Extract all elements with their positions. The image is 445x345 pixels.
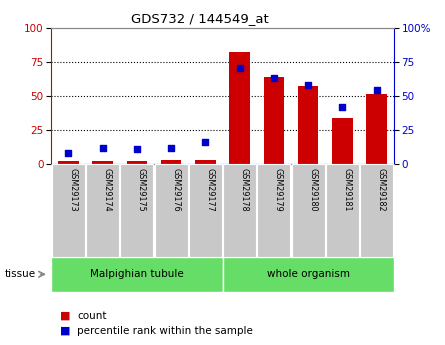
Bar xyxy=(161,160,182,164)
Bar xyxy=(366,95,387,164)
Text: ■: ■ xyxy=(60,326,71,335)
FancyBboxPatch shape xyxy=(258,164,290,257)
Bar xyxy=(195,160,216,164)
FancyBboxPatch shape xyxy=(52,164,85,257)
Bar xyxy=(229,52,250,164)
FancyBboxPatch shape xyxy=(223,164,256,257)
Point xyxy=(236,66,243,71)
Text: GSM29178: GSM29178 xyxy=(239,168,249,211)
FancyBboxPatch shape xyxy=(222,257,394,292)
Bar xyxy=(126,161,147,164)
Point xyxy=(339,104,346,109)
Point xyxy=(373,88,380,93)
FancyBboxPatch shape xyxy=(121,164,153,257)
FancyBboxPatch shape xyxy=(292,164,324,257)
Bar xyxy=(263,77,284,164)
Text: GSM29179: GSM29179 xyxy=(274,168,283,211)
FancyBboxPatch shape xyxy=(189,164,222,257)
FancyBboxPatch shape xyxy=(86,164,119,257)
FancyBboxPatch shape xyxy=(326,164,359,257)
Point xyxy=(99,145,106,150)
Text: tissue: tissue xyxy=(4,269,36,279)
Text: GSM29174: GSM29174 xyxy=(103,168,112,211)
Text: count: count xyxy=(77,311,106,321)
Text: GSM29175: GSM29175 xyxy=(137,168,146,211)
Point xyxy=(134,146,141,152)
Text: GSM29177: GSM29177 xyxy=(206,168,214,211)
Text: GSM29180: GSM29180 xyxy=(308,168,317,211)
FancyBboxPatch shape xyxy=(360,164,393,257)
FancyBboxPatch shape xyxy=(51,257,223,292)
Text: percentile rank within the sample: percentile rank within the sample xyxy=(77,326,253,335)
Text: Malpighian tubule: Malpighian tubule xyxy=(90,269,184,279)
Point xyxy=(202,139,209,145)
Text: GSM29173: GSM29173 xyxy=(69,168,77,211)
Point xyxy=(305,82,312,88)
Point xyxy=(168,145,175,150)
Bar xyxy=(92,161,113,164)
Text: ■: ■ xyxy=(60,311,71,321)
Bar xyxy=(58,161,79,164)
Point xyxy=(271,75,278,81)
Text: whole organism: whole organism xyxy=(267,269,350,279)
Text: GSM29182: GSM29182 xyxy=(376,168,386,211)
Text: GSM29181: GSM29181 xyxy=(343,168,352,211)
Point xyxy=(65,150,72,156)
Text: GDS732 / 144549_at: GDS732 / 144549_at xyxy=(131,12,269,25)
Text: GSM29176: GSM29176 xyxy=(171,168,180,211)
FancyBboxPatch shape xyxy=(155,164,187,257)
Bar xyxy=(298,86,319,164)
Bar xyxy=(332,118,353,164)
